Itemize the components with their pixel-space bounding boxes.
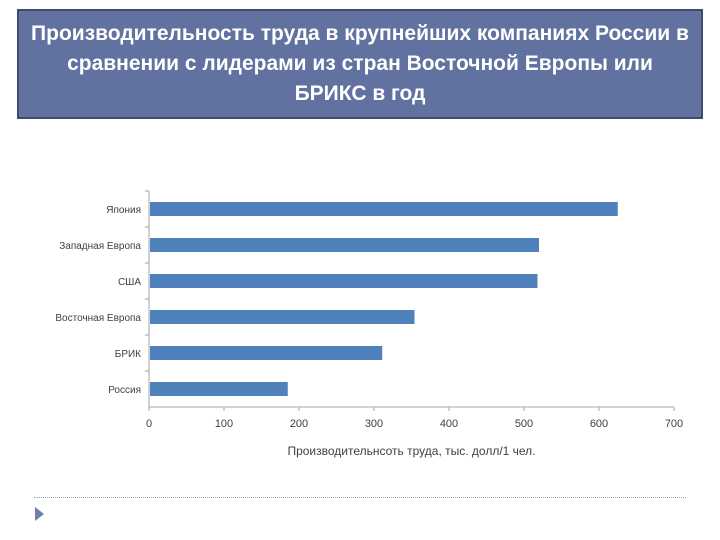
triangle-arrow-icon xyxy=(35,507,44,521)
x-tick-label: 400 xyxy=(440,418,458,430)
x-tick-label: 700 xyxy=(665,418,683,430)
x-tick-label: 600 xyxy=(590,418,608,430)
x-tick-label: 100 xyxy=(215,418,233,430)
slide-title: Производительность труда в крупнейших ко… xyxy=(31,22,689,105)
category-label: Япония xyxy=(106,205,141,216)
category-label: БРИК xyxy=(115,349,141,360)
x-tick-label: 300 xyxy=(365,418,383,430)
x-tick-label: 200 xyxy=(290,418,308,430)
bar xyxy=(150,202,618,216)
footer-divider xyxy=(34,497,686,498)
category-label: Россия xyxy=(108,385,141,396)
bar xyxy=(150,382,288,396)
bar xyxy=(150,274,538,288)
category-label: Восточная Европа xyxy=(55,313,141,324)
bar xyxy=(150,346,383,360)
category-label: США xyxy=(118,277,141,288)
x-axis-title: Производительнсоть труда, тыс. долл/1 че… xyxy=(287,444,535,458)
bar xyxy=(150,238,539,252)
category-label: Западная Европа xyxy=(59,241,141,252)
slide-title-box: Производительность труда в крупнейших ко… xyxy=(17,9,703,119)
bar xyxy=(150,310,415,324)
x-tick-label: 0 xyxy=(146,418,152,430)
x-tick-label: 500 xyxy=(515,418,533,430)
